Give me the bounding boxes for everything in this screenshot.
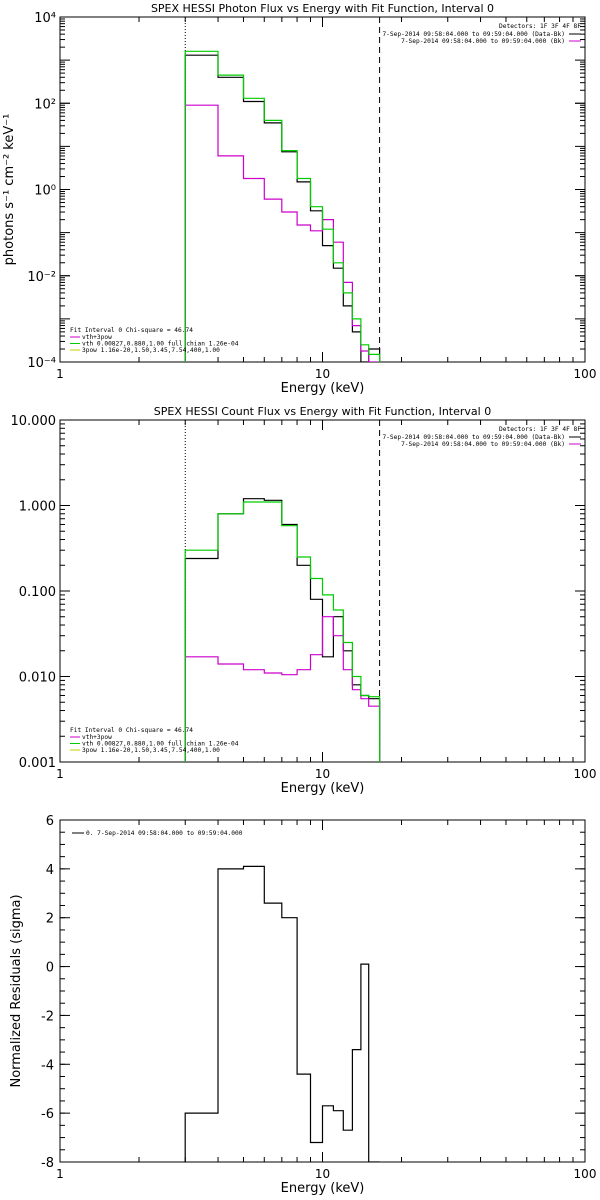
y-tick-label: 10⁻² — [27, 270, 56, 285]
x-tick-label: 1 — [56, 1167, 64, 1181]
panel-1: SPEX HESSI Photon Flux vs Energy with Fi… — [2, 2, 596, 396]
y-tick-label: -6 — [41, 1107, 54, 1122]
legend-top-right: Detectors: 1F 3F 4F 8F7-Sep-2014 09:58:0… — [382, 23, 581, 45]
legend-item-text: vth 0.00827,0.880,1.00 full chian 1.26e-… — [82, 341, 239, 348]
legend-item-text: 3pow 1.16e-20,1.50,3.45,7.54,400,1.00 — [82, 347, 220, 354]
x-tick-label: 10 — [315, 1167, 330, 1181]
panel-3: 1 10 100 Energy (keV) -8 -6 -4 -2 0 2 4 6 Normalized… — [9, 814, 596, 1196]
legend-top-right: Detectors: 1F 3F 4F 8F7-Sep-2014 09:58:0… — [382, 426, 581, 448]
y-tick-label: 0.010 — [19, 671, 56, 686]
legend-item-text: 0. 7-Sep-2014 09:58:04.000 to 09:59:04.0… — [86, 830, 243, 837]
x-tick-label: 1 — [56, 767, 64, 781]
y-tick-label: 2 — [46, 912, 54, 927]
y-tick-label: 0.001 — [19, 756, 56, 771]
y-tick-label: 10⁻⁴ — [27, 356, 56, 371]
legend-item-text: 7-Sep-2014 09:58:04.000 to 09:59:04.000 … — [382, 31, 565, 38]
y-tick-label: 10⁴ — [34, 11, 56, 26]
legend-item-text: vth+3pow — [82, 734, 112, 741]
y-tick-label: 0.100 — [19, 585, 56, 600]
y-tick-label: -4 — [41, 1058, 54, 1073]
y-tick-label: -8 — [41, 1156, 54, 1171]
x-tick-label: 100 — [574, 1167, 597, 1181]
panel-2: SPEX HESSI Count Flux vs Energy with Fit… — [11, 405, 597, 796]
series-bk — [184, 104, 380, 362]
y-tick-label: 10² — [34, 97, 56, 112]
legend-header: Fit Interval 0 Chi-square = 46.74 — [70, 727, 193, 734]
series-vth-3pow — [184, 50, 381, 362]
y-axis-label: photons s⁻¹ cm⁻² keV⁻¹ — [2, 114, 17, 266]
y-tick-label: 1.000 — [19, 500, 56, 515]
x-tick-label: 100 — [574, 767, 597, 781]
x-axis-label: Energy (keV) — [281, 781, 365, 796]
y-tick-label: -2 — [41, 1009, 54, 1024]
y-tick-label: 4 — [46, 863, 54, 878]
legend-top-left: 0. 7-Sep-2014 09:58:04.000 to 09:59:04.0… — [72, 830, 243, 837]
x-tick-label: 10 — [315, 767, 330, 781]
y-tick-label: 10⁰ — [34, 184, 56, 199]
x-axis-label: Energy (keV) — [281, 1181, 365, 1196]
x-tick-label: 10 — [315, 367, 330, 381]
y-axis-label: Normalized Residuals (sigma) — [9, 894, 24, 1087]
y-tick-label: 0 — [46, 961, 54, 976]
y-tick-label: 6 — [46, 814, 54, 829]
legend-item-text: 7-Sep-2014 09:58:04.000 to 09:59:04.000 … — [401, 441, 565, 448]
legend-item-text: 7-Sep-2014 09:58:04.000 to 09:59:04.000 … — [382, 434, 565, 441]
x-tick-label: 100 — [574, 367, 597, 381]
legend-item-text: vth 0.00827,0.880,1.00 full chian 1.26e-… — [82, 741, 239, 748]
x-tick-label: 1 — [56, 367, 64, 381]
legend-header: Detectors: 1F 3F 4F 8F — [499, 23, 581, 30]
legend-bottom-left: Fit Interval 0 Chi-square = 46.74vth+3po… — [70, 327, 239, 354]
series-vth-3pow — [184, 501, 391, 762]
x-axis-label: Energy (keV) — [281, 381, 365, 396]
chart-title: SPEX HESSI Photon Flux vs Energy with Fi… — [151, 2, 494, 15]
series-bk — [184, 616, 391, 762]
legend-header: Detectors: 1F 3F 4F 8F — [499, 426, 581, 433]
series-residuals — [184, 865, 380, 1162]
legend-item-text: 3pow 1.16e-20,1.50,3.45,7.54,400,1.00 — [82, 747, 220, 754]
legend-item-text: 7-Sep-2014 09:58:04.000 to 09:59:04.000 … — [401, 38, 565, 45]
chart-title: SPEX HESSI Count Flux vs Energy with Fit… — [154, 405, 491, 418]
legend-header: Fit Interval 0 Chi-square = 46.74 — [70, 327, 193, 334]
legend-bottom-left: Fit Interval 0 Chi-square = 46.74vth+3po… — [70, 727, 239, 754]
legend-item-text: vth+3pow — [82, 334, 112, 341]
y-tick-label: 10.000 — [11, 414, 57, 429]
